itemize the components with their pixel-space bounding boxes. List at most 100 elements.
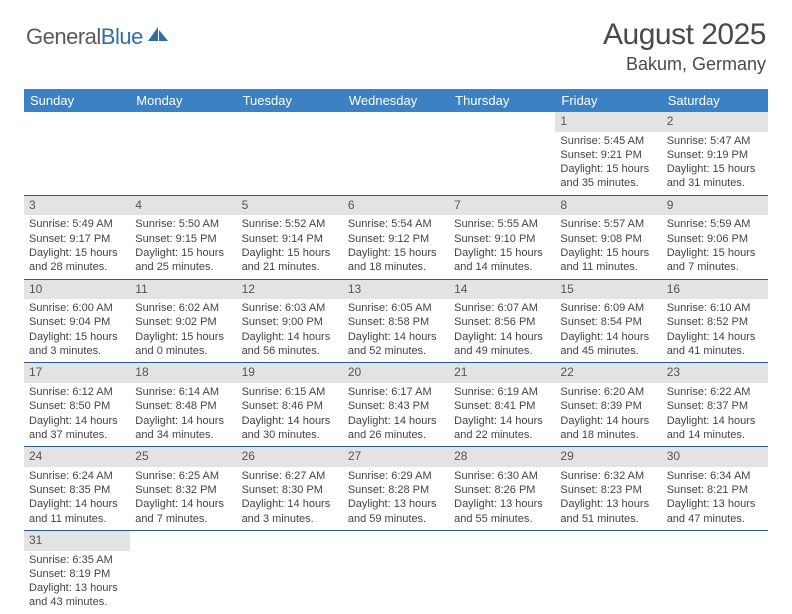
calendar-cell xyxy=(662,530,768,613)
day-content: Sunrise: 6:27 AMSunset: 8:30 PMDaylight:… xyxy=(237,467,343,530)
daylight-text: and 26 minutes. xyxy=(348,428,444,442)
sunset-text: Sunset: 9:06 PM xyxy=(667,232,763,246)
sunset-text: Sunset: 8:32 PM xyxy=(135,483,231,497)
day-number: 17 xyxy=(24,363,130,383)
calendar-cell: 27Sunrise: 6:29 AMSunset: 8:28 PMDayligh… xyxy=(343,447,449,531)
day-content: Sunrise: 6:12 AMSunset: 8:50 PMDaylight:… xyxy=(24,383,130,446)
weekday-header-row: SundayMondayTuesdayWednesdayThursdayFrid… xyxy=(24,89,768,112)
sunrise-text: Sunrise: 6:09 AM xyxy=(560,301,656,315)
day-number: 31 xyxy=(24,531,130,551)
sunrise-text: Sunrise: 6:05 AM xyxy=(348,301,444,315)
day-number: 25 xyxy=(130,447,236,467)
day-number: 5 xyxy=(237,196,343,216)
day-number: 24 xyxy=(24,447,130,467)
calendar-cell: 14Sunrise: 6:07 AMSunset: 8:56 PMDayligh… xyxy=(449,279,555,363)
sail-icon xyxy=(146,25,170,48)
sunset-text: Sunset: 8:19 PM xyxy=(29,567,125,581)
day-content: Sunrise: 5:55 AMSunset: 9:10 PMDaylight:… xyxy=(449,215,555,278)
calendar-cell: 29Sunrise: 6:32 AMSunset: 8:23 PMDayligh… xyxy=(555,447,661,531)
calendar-cell: 19Sunrise: 6:15 AMSunset: 8:46 PMDayligh… xyxy=(237,363,343,447)
sunrise-text: Sunrise: 6:10 AM xyxy=(667,301,763,315)
sunrise-text: Sunrise: 5:50 AM xyxy=(135,217,231,231)
daylight-text: and 18 minutes. xyxy=(560,428,656,442)
sunset-text: Sunset: 8:21 PM xyxy=(667,483,763,497)
sunset-text: Sunset: 8:46 PM xyxy=(242,399,338,413)
day-number: 21 xyxy=(449,363,555,383)
logo-word2: Blue xyxy=(101,24,143,49)
calendar-cell: 26Sunrise: 6:27 AMSunset: 8:30 PMDayligh… xyxy=(237,447,343,531)
sunset-text: Sunset: 8:23 PM xyxy=(560,483,656,497)
day-number: 10 xyxy=(24,280,130,300)
day-content: Sunrise: 6:20 AMSunset: 8:39 PMDaylight:… xyxy=(555,383,661,446)
day-content: Sunrise: 5:54 AMSunset: 9:12 PMDaylight:… xyxy=(343,215,449,278)
sunset-text: Sunset: 9:14 PM xyxy=(242,232,338,246)
calendar-cell: 9Sunrise: 5:59 AMSunset: 9:06 PMDaylight… xyxy=(662,195,768,279)
sunrise-text: Sunrise: 6:30 AM xyxy=(454,469,550,483)
day-number: 12 xyxy=(237,280,343,300)
day-content: Sunrise: 6:32 AMSunset: 8:23 PMDaylight:… xyxy=(555,467,661,530)
calendar-table: SundayMondayTuesdayWednesdayThursdayFrid… xyxy=(24,89,768,614)
weekday-header: Friday xyxy=(555,89,661,112)
title-block: August 2025 Bakum, Germany xyxy=(603,18,766,75)
calendar-cell: 7Sunrise: 5:55 AMSunset: 9:10 PMDaylight… xyxy=(449,195,555,279)
daylight-text: Daylight: 14 hours xyxy=(348,330,444,344)
daylight-text: and 25 minutes. xyxy=(135,260,231,274)
sunset-text: Sunset: 9:19 PM xyxy=(667,148,763,162)
sunrise-text: Sunrise: 6:02 AM xyxy=(135,301,231,315)
day-content: Sunrise: 6:34 AMSunset: 8:21 PMDaylight:… xyxy=(662,467,768,530)
logo: GeneralBlue xyxy=(26,24,170,50)
logo-word1: General xyxy=(26,24,101,49)
sunrise-text: Sunrise: 5:57 AM xyxy=(560,217,656,231)
calendar-cell: 8Sunrise: 5:57 AMSunset: 9:08 PMDaylight… xyxy=(555,195,661,279)
daylight-text: and 7 minutes. xyxy=(667,260,763,274)
day-content: Sunrise: 5:52 AMSunset: 9:14 PMDaylight:… xyxy=(237,215,343,278)
daylight-text: Daylight: 14 hours xyxy=(242,414,338,428)
day-content: Sunrise: 6:10 AMSunset: 8:52 PMDaylight:… xyxy=(662,299,768,362)
day-number: 7 xyxy=(449,196,555,216)
calendar-cell: 21Sunrise: 6:19 AMSunset: 8:41 PMDayligh… xyxy=(449,363,555,447)
day-content: Sunrise: 6:24 AMSunset: 8:35 PMDaylight:… xyxy=(24,467,130,530)
sunset-text: Sunset: 8:43 PM xyxy=(348,399,444,413)
day-number: 14 xyxy=(449,280,555,300)
day-number: 23 xyxy=(662,363,768,383)
day-content: Sunrise: 6:30 AMSunset: 8:26 PMDaylight:… xyxy=(449,467,555,530)
daylight-text: Daylight: 15 hours xyxy=(29,330,125,344)
sunset-text: Sunset: 8:39 PM xyxy=(560,399,656,413)
day-content: Sunrise: 5:50 AMSunset: 9:15 PMDaylight:… xyxy=(130,215,236,278)
sunrise-text: Sunrise: 5:45 AM xyxy=(560,134,656,148)
calendar-row: 17Sunrise: 6:12 AMSunset: 8:50 PMDayligh… xyxy=(24,363,768,447)
calendar-cell: 13Sunrise: 6:05 AMSunset: 8:58 PMDayligh… xyxy=(343,279,449,363)
weekday-header: Tuesday xyxy=(237,89,343,112)
sunset-text: Sunset: 9:17 PM xyxy=(29,232,125,246)
sunset-text: Sunset: 9:12 PM xyxy=(348,232,444,246)
daylight-text: and 22 minutes. xyxy=(454,428,550,442)
sunset-text: Sunset: 8:26 PM xyxy=(454,483,550,497)
weekday-header: Saturday xyxy=(662,89,768,112)
calendar-cell xyxy=(343,530,449,613)
calendar-cell: 16Sunrise: 6:10 AMSunset: 8:52 PMDayligh… xyxy=(662,279,768,363)
weekday-header: Monday xyxy=(130,89,236,112)
daylight-text: and 21 minutes. xyxy=(242,260,338,274)
sunrise-text: Sunrise: 6:25 AM xyxy=(135,469,231,483)
calendar-cell: 6Sunrise: 5:54 AMSunset: 9:12 PMDaylight… xyxy=(343,195,449,279)
daylight-text: and 43 minutes. xyxy=(29,595,125,609)
sunrise-text: Sunrise: 5:52 AM xyxy=(242,217,338,231)
daylight-text: and 52 minutes. xyxy=(348,344,444,358)
daylight-text: Daylight: 14 hours xyxy=(667,330,763,344)
day-content: Sunrise: 6:29 AMSunset: 8:28 PMDaylight:… xyxy=(343,467,449,530)
daylight-text: Daylight: 15 hours xyxy=(348,246,444,260)
sunrise-text: Sunrise: 5:59 AM xyxy=(667,217,763,231)
sunrise-text: Sunrise: 6:19 AM xyxy=(454,385,550,399)
calendar-cell: 12Sunrise: 6:03 AMSunset: 9:00 PMDayligh… xyxy=(237,279,343,363)
weekday-header: Sunday xyxy=(24,89,130,112)
day-content: Sunrise: 5:45 AMSunset: 9:21 PMDaylight:… xyxy=(555,132,661,195)
day-content: Sunrise: 6:09 AMSunset: 8:54 PMDaylight:… xyxy=(555,299,661,362)
daylight-text: and 7 minutes. xyxy=(135,512,231,526)
calendar-row: 10Sunrise: 6:00 AMSunset: 9:04 PMDayligh… xyxy=(24,279,768,363)
daylight-text: and 3 minutes. xyxy=(242,512,338,526)
daylight-text: Daylight: 15 hours xyxy=(560,162,656,176)
calendar-cell xyxy=(449,530,555,613)
calendar-cell xyxy=(237,530,343,613)
calendar-cell xyxy=(130,112,236,195)
day-content: Sunrise: 6:03 AMSunset: 9:00 PMDaylight:… xyxy=(237,299,343,362)
